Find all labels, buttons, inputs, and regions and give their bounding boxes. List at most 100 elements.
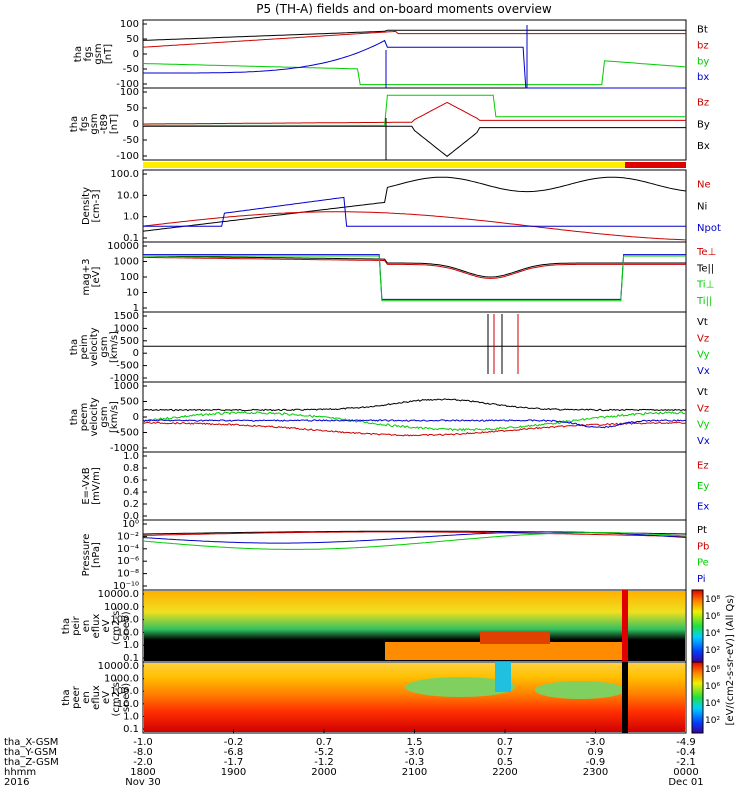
- xaxis-value: 2300: [583, 767, 608, 778]
- ytick-label-efield: 0.4: [123, 487, 139, 498]
- ytick-label-fgs: 0: [133, 49, 139, 60]
- ytick-label-temp: 10000: [107, 241, 139, 252]
- line-Teperp: [143, 256, 686, 279]
- ylabel-peim_vel: tha: [69, 339, 80, 355]
- legend-Vz: Vz: [697, 403, 709, 414]
- ylabel-fgs_sub: fgs: [79, 116, 90, 131]
- xaxis-value: -1.2: [314, 757, 334, 768]
- panel-frame-peem_vel: [142, 381, 687, 453]
- ylabel-density: Density: [81, 187, 92, 225]
- xaxis-value: -0.3: [405, 757, 425, 768]
- ytick-label-peir_spec: 1000.0: [104, 602, 139, 613]
- legend-Ti||: Ti||: [696, 296, 712, 307]
- ylabel-fgs: tha: [73, 46, 84, 62]
- ylabel-fgs_sub: gsm: [89, 113, 100, 134]
- ytick-label-efield: 0.2: [123, 499, 139, 510]
- ylabel-fgs_sub: [nT]: [109, 114, 120, 134]
- ytick-label-peem_vel: -1000: [110, 443, 139, 454]
- ylabel-pressure: Pressure: [81, 534, 92, 577]
- ytick-label-pressure: 10⁻⁸: [117, 569, 139, 580]
- ytick-label-fgs_sub: -50: [123, 135, 139, 146]
- ytick-label-peer_spec: 10000.0: [98, 661, 139, 672]
- legend-Ez: Ez: [697, 460, 709, 471]
- ylabel-peer_spec: en: [81, 691, 92, 704]
- xaxis-value: Nov 30: [125, 777, 160, 788]
- legend-Ey: Ey: [697, 481, 709, 492]
- spectrogram-peir-marker: [622, 590, 628, 662]
- ytick-label-peer_spec: 0.1: [123, 724, 139, 735]
- line-Bz: [143, 101, 686, 125]
- ylabel-peem_vel: peem: [79, 403, 90, 431]
- legend-Pi: Pi: [697, 574, 706, 585]
- legend-Npot: Npot: [697, 223, 721, 234]
- legend-Pt: Pt: [697, 525, 707, 536]
- xaxis-value: 2200: [492, 767, 517, 778]
- ylabel-peem_vel: tha: [69, 409, 80, 425]
- legend-bx: bx: [697, 72, 709, 83]
- xaxis-value: -0.2: [224, 737, 244, 748]
- legend-Vx: Vx: [697, 436, 710, 447]
- ytick-label-density: 100.0: [110, 169, 139, 180]
- ylabel-peim_vel: velocity: [89, 327, 100, 366]
- colorbar-peir: [691, 589, 704, 663]
- spectrogram-peer-cyan: [495, 662, 511, 692]
- ylabel-efield: E=-VxB: [81, 467, 92, 504]
- ylabel-peer_spec: eV: [101, 691, 112, 704]
- ylabel-peim_vel: [km/s]: [109, 331, 120, 363]
- xaxis-row-label: 2016: [4, 777, 29, 788]
- legend-Te⊥: Te⊥: [696, 247, 716, 258]
- colorbar-tick: 10⁸: [705, 595, 720, 605]
- ytick-label-pressure: 10⁻¹⁰: [113, 581, 139, 592]
- legend-Ti⊥: Ti⊥: [696, 280, 714, 291]
- line-peem-Vt: [142, 398, 687, 412]
- ytick-label-peim_vel: 1500: [114, 311, 139, 322]
- xaxis-row-label: tha_Y-GSM: [4, 747, 57, 758]
- colorbar-tick: 10⁶: [705, 682, 720, 692]
- xaxis-value: 2000: [311, 767, 336, 778]
- xaxis-row-label: hhmm: [4, 767, 36, 778]
- xaxis-value: 0.5: [497, 757, 513, 768]
- ytick-label-pressure: 10⁻²: [117, 531, 139, 542]
- line-Tipar: [143, 254, 686, 300]
- ylabel-peer_spec: peer: [71, 685, 82, 709]
- ylabel-peim_vel: gsm: [99, 336, 110, 357]
- ytick-label-peir_spec: 0.1: [123, 653, 139, 664]
- ytick-label-temp: 10: [126, 288, 139, 299]
- ytick-label-peim_vel: 500: [120, 336, 139, 347]
- ytick-label-fgs: -50: [123, 64, 139, 75]
- ylabel-density: [cm-3]: [91, 189, 102, 222]
- xaxis-value: -2.0: [133, 757, 153, 768]
- ylabel-pressure: [nPa]: [91, 542, 102, 568]
- panel-fgs_sub: 100 50 0 -50 -100 tha fgs gsm -t89 [nT] Bz By Bx: [69, 87, 710, 162]
- ytick-label-temp: 1: [133, 303, 139, 314]
- colorbar-tick: 10⁴: [705, 699, 720, 709]
- figure-title: P5 (TH-A) fields and on-board moments ov…: [256, 2, 552, 16]
- legend-by: by: [697, 56, 709, 67]
- line-bx: [143, 39, 686, 89]
- xaxis-value: 0.7: [497, 737, 513, 748]
- xaxis-row-label: tha_X-GSM: [4, 737, 58, 748]
- colorbar-label: [eV/(cm2-s-sr-eV)] (All Qs): [725, 594, 736, 725]
- line-Pe: [142, 532, 687, 550]
- xaxis-value: 1800: [130, 767, 155, 778]
- ytick-label-peer_spec: 1.0: [123, 711, 139, 722]
- ylabel-fgs_sub: tha: [69, 116, 80, 132]
- xaxis-value: 2100: [402, 767, 427, 778]
- ylabel-temp: [eV]: [91, 267, 102, 288]
- xaxis-value: -1.7: [224, 757, 244, 768]
- status-bar-yellow: [143, 162, 625, 168]
- legend-Te||: Te||: [696, 263, 714, 274]
- panel-frame-efield: [142, 451, 687, 521]
- legend-Vy: Vy: [697, 350, 710, 361]
- ytick-label-density: 1.0: [123, 212, 139, 223]
- legend-Vy: Vy: [697, 420, 710, 431]
- spectrogram-peir-peak: [480, 632, 550, 644]
- legend-Vt: Vt: [697, 317, 708, 328]
- ylabel-temp: mag+3: [81, 259, 92, 296]
- line-Bt: [142, 29, 686, 41]
- ylabel-peir_spec: peir: [71, 615, 82, 635]
- spectrogram-peer-blob2: [535, 681, 625, 699]
